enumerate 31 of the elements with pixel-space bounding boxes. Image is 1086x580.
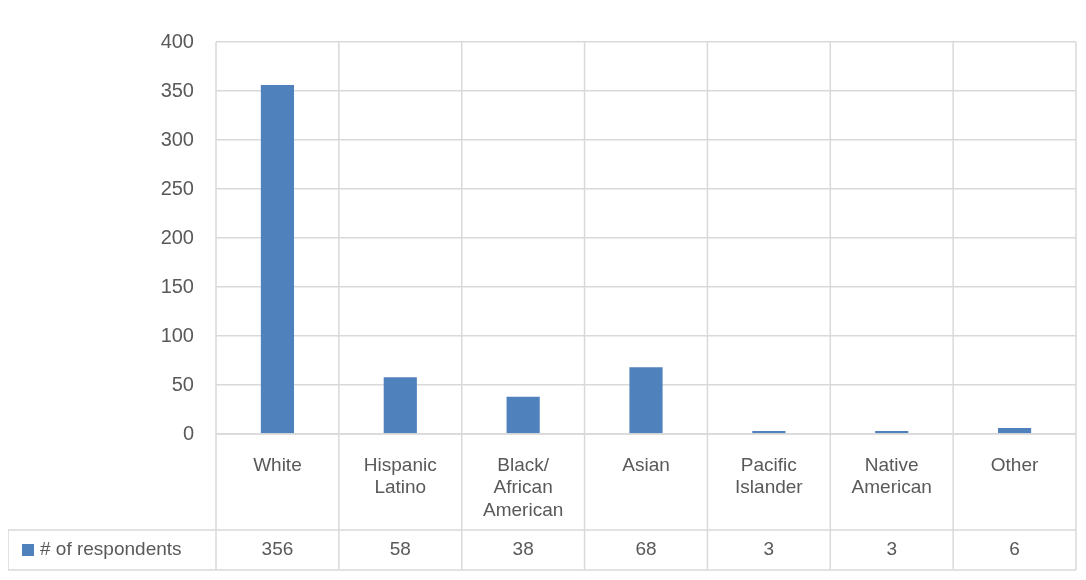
x-tick-label: White — [253, 453, 302, 475]
y-tick-label: 200 — [160, 225, 194, 248]
data-label: 38 — [512, 538, 534, 560]
bar — [260, 85, 295, 434]
bar — [875, 431, 909, 434]
y-tick-label: 300 — [160, 127, 194, 150]
data-label: 58 — [389, 538, 411, 560]
x-tick-label: Asian — [622, 453, 670, 475]
y-tick-label: 400 — [160, 29, 194, 52]
data-label: 356 — [261, 538, 294, 560]
y-tick-label: 150 — [160, 274, 194, 297]
bar — [629, 367, 663, 434]
bar — [997, 428, 1032, 434]
y-tick-label: 0 — [182, 421, 194, 444]
x-tick-label: Other — [990, 453, 1039, 475]
x-tick-label: Hispanic Latino — [363, 453, 437, 498]
y-tick-label: 100 — [160, 323, 194, 346]
data-label: 3 — [763, 538, 775, 560]
x-tick-label: Native American — [851, 453, 932, 498]
x-tick-label: Black/ African American — [483, 453, 564, 521]
data-label: 3 — [886, 538, 897, 560]
bar — [752, 431, 786, 434]
bar — [383, 377, 417, 434]
y-tick-label: 250 — [160, 176, 194, 199]
data-label: 68 — [635, 538, 657, 560]
x-tick-label: Pacific Islander — [735, 453, 804, 498]
bar — [506, 396, 540, 434]
legend-label: # of respondents — [40, 538, 182, 560]
y-tick-label: 350 — [160, 78, 194, 101]
data-label: 6 — [1009, 538, 1020, 560]
y-tick-label: 50 — [171, 372, 194, 395]
